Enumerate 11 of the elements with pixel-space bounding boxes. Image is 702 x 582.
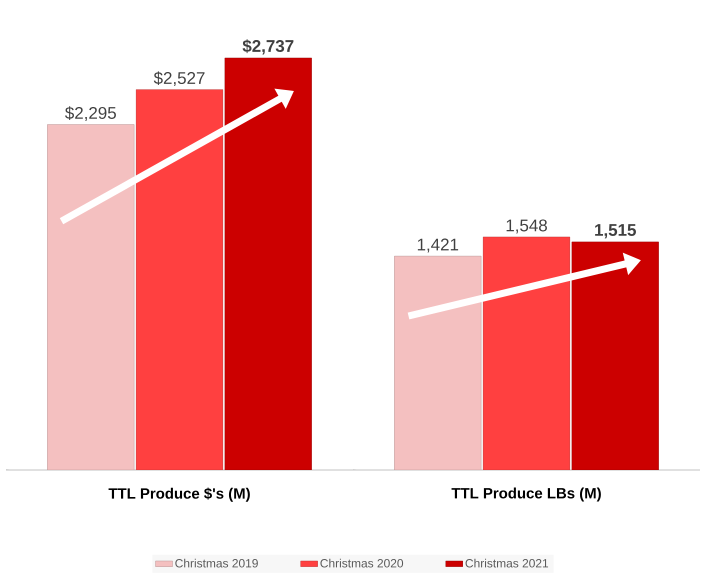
legend-label: Christmas 2020: [320, 558, 404, 568]
data-label: 1,548: [506, 219, 547, 234]
data-label: $2,527: [154, 71, 205, 86]
data-label: 1,421: [418, 238, 458, 253]
x-tick-label: TTL Produce LBs (M): [452, 488, 601, 502]
legend-label: Christmas 2019: [175, 558, 258, 568]
data-label: $2,295: [65, 106, 116, 121]
x-tick-label: TTL Produce $'s (M): [108, 488, 250, 502]
data-label: $2,737: [242, 39, 294, 54]
legend-label: Christmas 2021: [466, 558, 548, 568]
data-label: 1,515: [595, 224, 636, 238]
